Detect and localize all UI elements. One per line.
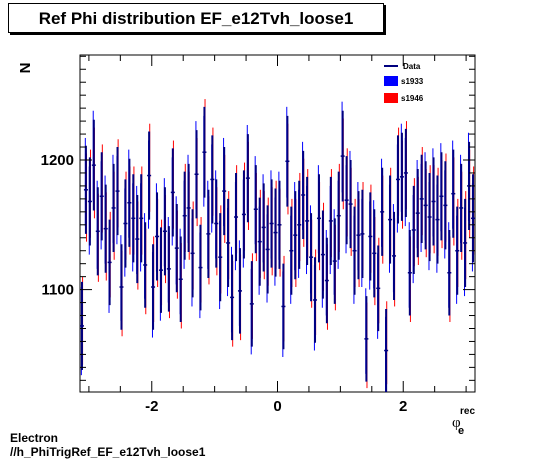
x-tick-label: 0 [273, 398, 281, 415]
legend-data-label: Data [403, 62, 421, 71]
plot-frame [79, 54, 476, 393]
legend-s1933-marker [384, 76, 398, 86]
x-axis-label: φ [452, 415, 461, 431]
legend-s1933-label: s1933 [401, 77, 424, 86]
footer-category: Electron [10, 431, 59, 445]
y-tick-label: 1200 [41, 152, 74, 169]
footer-histogram-path: //h_PhiTrigRef_EF_e12Tvh_loose1 [10, 445, 206, 459]
legend: Data s1933 s1946 [384, 62, 424, 103]
x-axis-label-sub: e [458, 425, 464, 437]
series-data [79, 106, 476, 392]
axes: -2 0 2 1100 1200 [41, 55, 475, 415]
x-tick-label: 2 [399, 398, 407, 415]
x-axis-label-sup: rec [460, 406, 475, 417]
legend-s1946-label: s1946 [401, 94, 424, 103]
legend-s1946-marker [384, 93, 398, 103]
y-tick-label: 1100 [41, 282, 74, 299]
x-tick-label: -2 [145, 398, 158, 415]
y-axis-label: N [17, 63, 34, 74]
chart-title: Ref Phi distribution EF_e12Tvh_loose1 [38, 9, 354, 28]
title-box: Ref Phi distribution EF_e12Tvh_loose1 [8, 3, 384, 33]
